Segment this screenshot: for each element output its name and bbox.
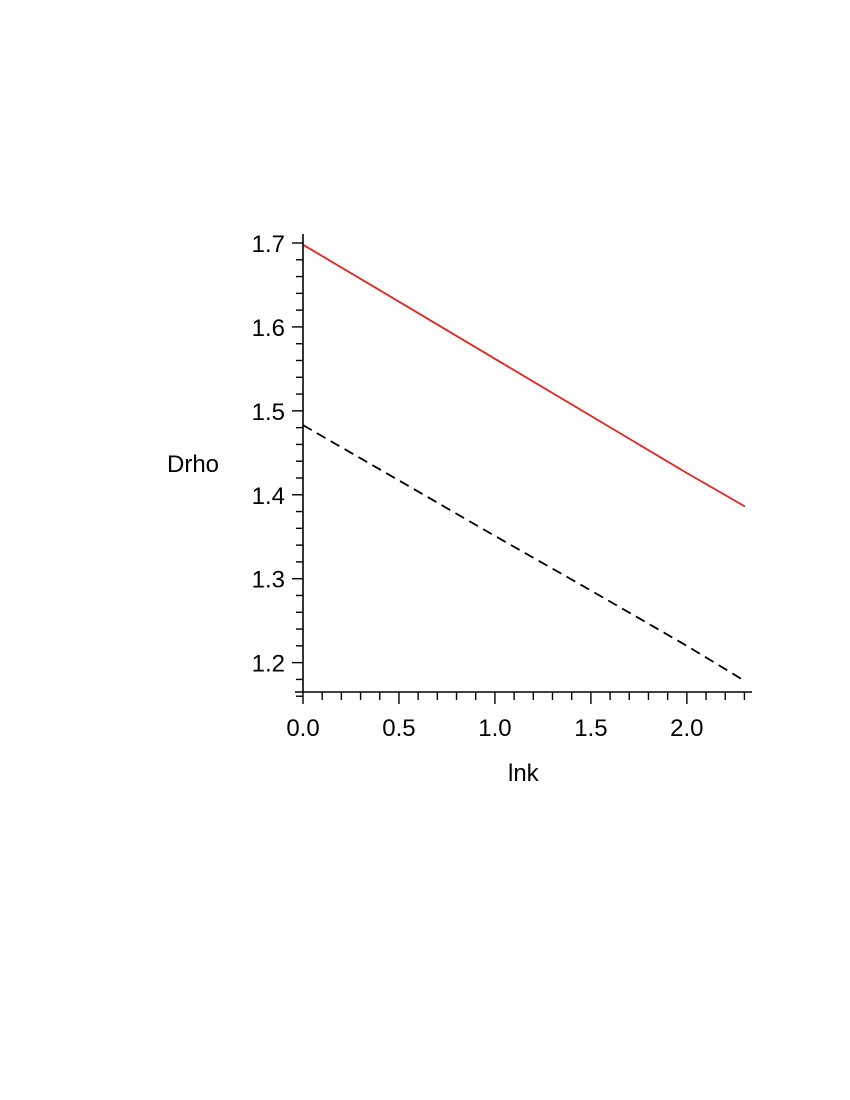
axes-layer: 1.2 1.3 1.4 1.5 1.6 1.7 0.0 0.5 1.0 1.5 2.0 <box>252 231 752 742</box>
y-tick-label: 1.2 <box>252 651 285 678</box>
y-ticks: 1.2 1.3 1.4 1.5 1.6 1.7 <box>252 231 303 697</box>
y-tick-label: 1.5 <box>252 399 285 426</box>
x-tick-label: 2.0 <box>670 715 703 742</box>
y-tick-label: 1.7 <box>252 231 285 258</box>
series-layer <box>302 243 746 682</box>
x-tick-label: 1.0 <box>478 715 511 742</box>
x-ticks: 0.0 0.5 1.0 1.5 2.0 <box>286 692 746 742</box>
y-axis-label: Drho <box>167 451 219 478</box>
series-line-1 <box>302 243 746 508</box>
x-axis-label: lnk <box>508 760 540 787</box>
y-tick-label: 1.4 <box>252 483 285 510</box>
y-tick-label: 1.6 <box>252 315 285 342</box>
series-line-2 <box>302 424 746 682</box>
x-tick-label: 0.0 <box>286 715 319 742</box>
x-tick-label: 0.5 <box>382 715 415 742</box>
x-tick-label: 1.5 <box>574 715 607 742</box>
y-tick-label: 1.3 <box>252 567 285 594</box>
